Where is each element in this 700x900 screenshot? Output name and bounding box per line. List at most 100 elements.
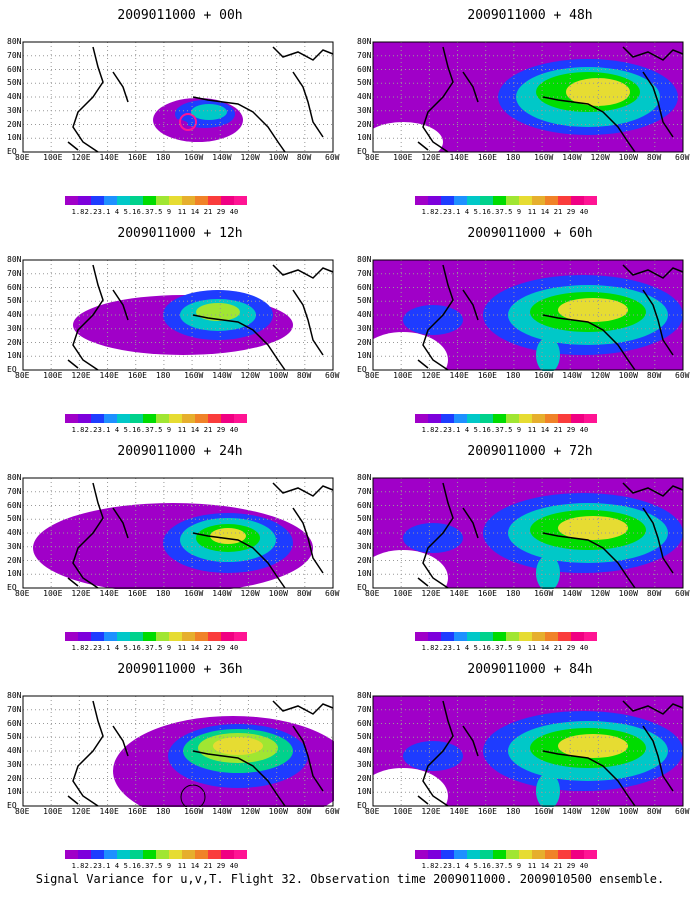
coastline <box>112 71 129 103</box>
variance-contour <box>372 332 448 371</box>
colorbar-segment <box>571 196 584 205</box>
longitude-label: 60W <box>675 589 690 598</box>
colorbar-label: 40 <box>579 208 589 216</box>
longitude-label: 120W <box>590 153 610 162</box>
colorbar-segment <box>532 850 545 859</box>
colorbar-segment <box>558 414 571 423</box>
longitude-label: 160E <box>477 589 497 598</box>
longitude-label: 60W <box>325 589 340 598</box>
coastline <box>67 795 79 805</box>
longitude-label: 100E <box>393 371 413 380</box>
colorbar <box>65 196 247 206</box>
colorbar-label: 5.1 <box>473 426 487 434</box>
map-panel: 2009011000 + 60h 80N 70N 60N 50N 40N 30N 20N 10N… <box>357 218 700 434</box>
colorbar-segment <box>130 632 143 641</box>
latitude-label: 70N <box>357 486 372 496</box>
colorbar <box>415 196 597 206</box>
longitude-label: 160E <box>477 807 497 816</box>
coastline <box>192 314 286 371</box>
latitude-label: EQ <box>357 365 367 374</box>
latitude-label: 10N <box>357 569 372 579</box>
colorbar-label: 21 <box>203 426 213 434</box>
longitude-label: 120W <box>240 589 260 598</box>
colorbar-label: 3.1 <box>447 862 461 870</box>
colorbar-segment <box>467 850 480 859</box>
coastline <box>67 577 79 587</box>
longitude-label: 140E <box>99 807 119 816</box>
coastline <box>417 795 429 805</box>
colorbar-segment <box>221 414 234 423</box>
colorbar-segment <box>234 196 247 205</box>
coastline <box>192 532 286 589</box>
colorbar-segment <box>208 414 221 423</box>
longitude-label: 120E <box>71 371 91 380</box>
latitude-label: EQ <box>7 801 17 810</box>
colorbar-label: 5.1 <box>473 862 487 870</box>
colorbar-segment <box>441 196 454 205</box>
map-panel: 2009011000 + 48h 80N 70N 60N 50N 40N 30N 20N 10N… <box>357 0 700 216</box>
colorbar-label: 5.1 <box>123 426 137 434</box>
coastline <box>72 482 104 589</box>
coastline <box>542 532 636 589</box>
longitude-label: 160W <box>184 589 204 598</box>
colorbar-segment <box>91 414 104 423</box>
longitude-label: 120E <box>71 153 91 162</box>
coastline <box>542 96 636 153</box>
latitude-label: 80N <box>7 473 22 482</box>
latitude-label: 40N <box>357 92 372 101</box>
longitude-label: 160E <box>477 153 497 162</box>
colorbar-label: 29 <box>216 426 226 434</box>
colorbar-segment <box>519 850 532 859</box>
colorbar-label: 5.1 <box>473 208 487 216</box>
variance-contour <box>536 773 560 807</box>
colorbar-label: 29 <box>216 208 226 216</box>
longitude-label: 180 <box>155 153 171 162</box>
latitude-label: 70N <box>7 486 22 496</box>
map-frame <box>372 259 684 371</box>
colorbar-label: 7.5 <box>499 208 513 216</box>
longitude-label: 160W <box>534 371 554 380</box>
longitude-label: 60W <box>325 807 340 816</box>
colorbar-segment <box>182 196 195 205</box>
latitude-label: 10N <box>357 133 372 143</box>
map-frame <box>372 41 684 153</box>
longitude-label: 100W <box>268 371 288 380</box>
colorbar-label: 9 <box>166 208 172 216</box>
map-canvas <box>22 477 334 589</box>
latitude-label: 70N <box>357 268 372 278</box>
latitude-label: 80N <box>357 473 372 482</box>
longitude-label: 160E <box>127 807 147 816</box>
colorbar-label: 3.1 <box>97 862 111 870</box>
colorbar-segment <box>143 414 156 423</box>
longitude-label: 80E <box>15 589 30 598</box>
colorbar-label: 29 <box>566 862 576 870</box>
colorbar-segment <box>532 414 545 423</box>
colorbar-segment <box>545 632 558 641</box>
latitude-label: 50N <box>7 78 22 88</box>
panel-title: 2009011000 + 36h <box>117 662 243 677</box>
coastline <box>292 725 324 792</box>
colorbar-segment <box>195 414 208 423</box>
colorbar-segment <box>558 196 571 205</box>
colorbar-segment <box>532 196 545 205</box>
map-frame <box>22 477 334 589</box>
longitude-label: 160W <box>184 807 204 816</box>
colorbar-label: 9 <box>166 862 172 870</box>
latitude-label: 60N <box>357 64 372 74</box>
colorbar-label: 14 <box>540 208 550 216</box>
colorbar-segment <box>65 850 78 859</box>
map-panel: 2009011000 + 36h 80N 70N 60N 50N 40N 30N 20N 10N… <box>7 654 350 870</box>
longitude-label: 100E <box>43 153 63 162</box>
map-canvas <box>372 259 684 371</box>
colorbar-label: 4 <box>114 644 120 652</box>
latitude-label: 20N <box>7 773 22 783</box>
colorbar-segment <box>117 196 130 205</box>
map-frame <box>372 695 684 807</box>
coastline <box>642 507 674 574</box>
latitude-label: EQ <box>7 365 17 374</box>
longitude-label: 100W <box>618 153 638 162</box>
latitude-label: 70N <box>357 50 372 60</box>
colorbar-label: 4 <box>464 208 470 216</box>
latitude-label: 10N <box>357 787 372 797</box>
variance-contour <box>372 550 448 589</box>
